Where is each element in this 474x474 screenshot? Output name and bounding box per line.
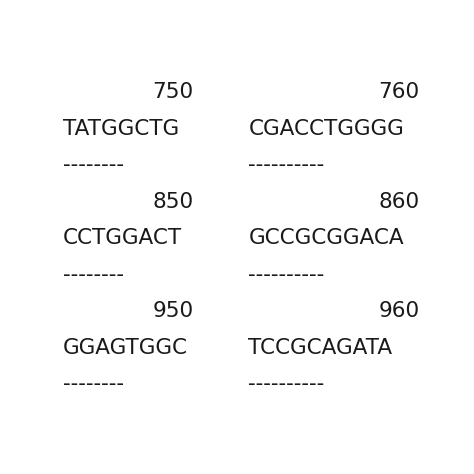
Text: GGAGTGGC: GGAGTGGC — [63, 338, 188, 358]
Text: 960: 960 — [378, 301, 419, 321]
Text: 750: 750 — [152, 82, 193, 102]
Text: --------: -------- — [63, 265, 124, 285]
Text: TATGGCTG: TATGGCTG — [63, 119, 179, 139]
Text: 760: 760 — [378, 82, 419, 102]
Text: --------: -------- — [63, 155, 124, 175]
Text: ----------: ---------- — [248, 374, 325, 394]
Text: 950: 950 — [152, 301, 193, 321]
Text: 850: 850 — [152, 192, 193, 212]
Text: CGACCTGGGG: CGACCTGGGG — [248, 119, 404, 139]
Text: 860: 860 — [378, 192, 419, 212]
Text: ----------: ---------- — [248, 155, 325, 175]
Text: GCCGCGGACA: GCCGCGGACA — [248, 228, 404, 248]
Text: --------: -------- — [63, 374, 124, 394]
Text: ----------: ---------- — [248, 265, 325, 285]
Text: CCTGGACT: CCTGGACT — [63, 228, 182, 248]
Text: TCCGCAGATA: TCCGCAGATA — [248, 338, 392, 358]
